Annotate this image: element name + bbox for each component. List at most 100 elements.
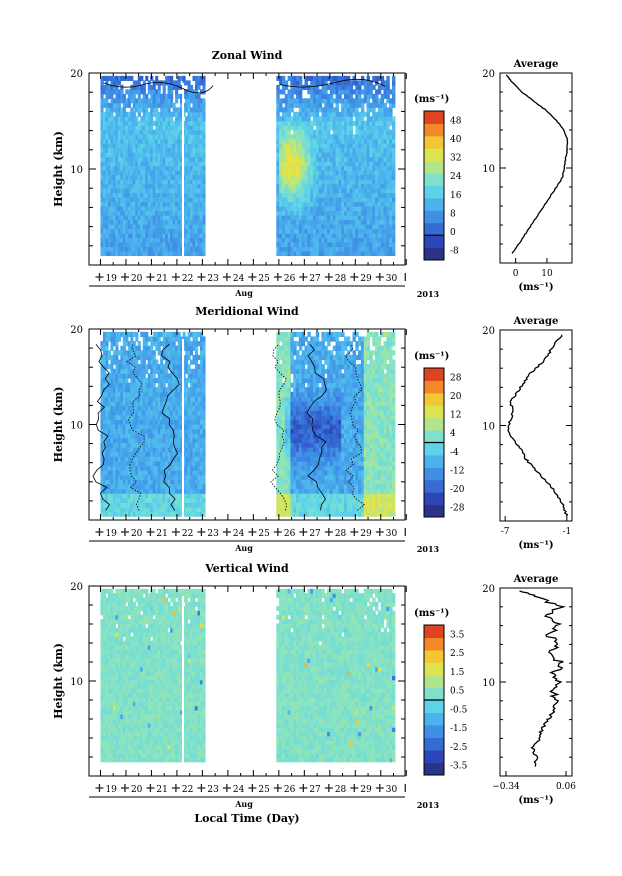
heatmap-cell [140,428,144,434]
heatmap-cell [202,433,206,439]
heatmap-cell [375,206,379,212]
heatmap-cell [187,354,191,361]
heatmap-cell [335,107,339,113]
heatmap-cell [287,143,292,149]
heatmap-cell [197,414,201,421]
heatmap-cell [192,410,196,416]
heatmap-cell [165,433,169,439]
heatmap-cell [349,102,354,108]
heatmap-cell [363,120,368,126]
heatmap-cell [349,89,354,95]
heatmap-cell [352,80,356,86]
heatmap-cell [150,102,154,108]
heatmap-cell [132,111,136,117]
heatmap-cell [290,80,294,86]
heatmap-cell [310,111,314,117]
heatmap-cell [135,433,139,439]
heatmap-cell [344,156,348,162]
heatmap-cell [355,223,359,230]
heatmap-cell [192,483,196,490]
heatmap-cell [315,188,320,194]
heatmap-cell [355,201,359,207]
heatmap-cell [165,75,169,81]
heatmap-cell [105,210,109,216]
heatmap-cell [349,197,354,203]
heatmap-cell [360,201,365,207]
heatmap-cell [369,143,373,149]
heatmap-cell [344,197,348,203]
heatmap-cell [197,424,201,430]
heatmap-cell [142,479,146,485]
heatmap-cell [380,170,385,176]
heatmap-cell [172,414,176,421]
heatmap-cell [349,237,354,243]
heatmap-cell [150,201,154,207]
heatmap-cell [180,152,184,158]
heatmap-cell [122,465,126,471]
heatmap-cell [352,241,356,248]
heatmap-cell [192,161,196,167]
heatmap-cell [197,391,201,397]
heatmap-cell [172,345,176,351]
heatmap-cell [276,232,280,239]
heatmap-cell [145,111,149,117]
heatmap-cell [383,215,387,221]
heatmap-cell [132,479,136,485]
heatmap-cell [137,246,141,252]
heatmap-cell [175,414,179,421]
heatmap-cell [192,134,196,140]
heatmap-cell [185,350,189,356]
heatmap-cell [117,161,121,167]
heatmap-cell [358,250,362,256]
heatmap-cell [195,488,199,494]
heatmap-cell [199,147,204,153]
heatmap-cell [165,410,169,416]
heatmap-cell [147,359,151,365]
heatmap-cell [185,336,189,342]
heatmap-cell [329,75,334,81]
heatmap-cell [122,147,126,153]
heatmap-cell [310,152,314,158]
heatmap-cell [167,183,171,189]
heatmap-cell [386,219,390,225]
colorbar-segment [424,247,444,261]
heatmap-cell [341,215,345,221]
heatmap-cell [177,201,181,207]
heatmap-cell [202,215,206,221]
heatmap-cell [182,147,186,153]
heatmap-cell [358,98,362,104]
heatmap-cell [150,241,154,248]
heatmap-cell [162,377,166,384]
heatmap-cell [380,143,385,149]
heatmap-cell [290,232,294,239]
heatmap-cell [102,336,107,342]
heatmap-cell [155,98,159,104]
heatmap-cell [132,201,136,207]
heatmap-cell [195,80,199,86]
heatmap-cell [187,206,191,212]
heatmap-cell [276,192,280,198]
heatmap-cell [377,219,382,225]
heatmap-cell [287,179,292,185]
heatmap-cell [301,188,306,194]
heatmap-cell [117,183,121,189]
heatmap-cell [122,246,126,252]
heatmap-cell [349,246,354,252]
heatmap-cell [152,364,156,370]
heatmap-cell [147,488,151,494]
heatmap-cell [312,98,317,104]
heatmap-cell [202,138,206,144]
heatmap-cell [363,179,368,185]
heatmap-cell [185,120,189,126]
heatmap-cell [391,129,396,135]
heatmap-cell [117,350,121,356]
heatmap-cell [341,161,345,167]
heatmap-cell [185,456,189,462]
heatmap-cell [105,428,109,434]
heatmap-cell [132,183,136,189]
heatmap-cell [372,107,376,113]
heatmap-cell [137,474,141,480]
heatmap-cell [160,215,164,221]
heatmap-cell [152,460,156,467]
heatmap-cell [125,331,129,338]
